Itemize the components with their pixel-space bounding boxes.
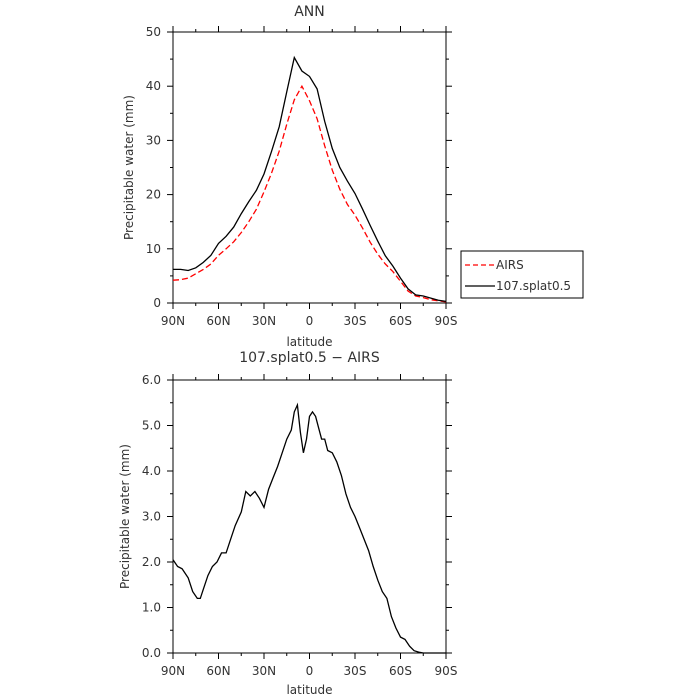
x-tick-label: 90S xyxy=(435,664,458,678)
y-tick-label: 3.0 xyxy=(142,510,161,524)
chart-title: 107.splat0.5 − AIRS xyxy=(239,350,380,366)
y-tick-label: 2.0 xyxy=(142,555,161,569)
x-tick-label: 90N xyxy=(161,664,185,678)
y-tick-label: 4.0 xyxy=(142,464,161,478)
x-tick-label: 60N xyxy=(206,314,230,328)
series-line-difference xyxy=(172,402,446,654)
y-tick-label: 5.0 xyxy=(142,419,161,433)
chart-panel-1: ANN 90N 60N 30N 0 30S 60S 90S 0 10 20 30 40 50 latitud… xyxy=(122,4,584,349)
x-tick-label: 60N xyxy=(206,664,230,678)
legend-label: 107.splat0.5 xyxy=(496,279,571,293)
x-tick-label: 90N xyxy=(161,314,185,328)
x-tick-label: 30S xyxy=(344,314,367,328)
y-tick-label: 10 xyxy=(146,242,161,256)
y-axis-title: Precipitable water (mm) xyxy=(118,444,132,589)
y-tick-label: 1.0 xyxy=(142,601,161,615)
x-tick-label: 90S xyxy=(435,314,458,328)
chart-title: ANN xyxy=(294,4,325,20)
y-tick-label: 0 xyxy=(153,296,161,310)
x-tick-label: 30S xyxy=(344,664,367,678)
legend: AIRS 107.splat0.5 xyxy=(460,250,584,299)
y-tick-label: 50 xyxy=(146,25,161,39)
x-axis-title: latitude xyxy=(286,683,332,697)
y-axis-title: Precipitable water (mm) xyxy=(122,95,136,240)
x-tick-label: 30N xyxy=(252,314,276,328)
y-tick-label: 30 xyxy=(146,133,161,147)
y-tick-label: 20 xyxy=(146,188,161,202)
x-tick-label: 0 xyxy=(306,664,314,678)
y-tick-label: 0.0 xyxy=(142,646,161,660)
y-tick-label: 40 xyxy=(146,79,161,93)
x-tick-label: 0 xyxy=(306,314,314,328)
legend-box xyxy=(460,250,584,299)
series-line-107-splat0-5 xyxy=(173,55,447,303)
legend-label: AIRS xyxy=(496,258,524,272)
chart-panel-2: 107.splat0.5 − AIRS 90N 60N 30N 0 30S 60S 90S 0.… xyxy=(118,350,457,697)
plot-frame xyxy=(172,31,447,304)
x-tick-label: 60S xyxy=(389,314,412,328)
x-tick-label: 30N xyxy=(252,664,276,678)
x-axis-title: latitude xyxy=(286,335,332,349)
x-tick-label: 60S xyxy=(389,664,412,678)
y-tick-label: 6.0 xyxy=(142,373,161,387)
series-line-airs xyxy=(172,84,447,303)
